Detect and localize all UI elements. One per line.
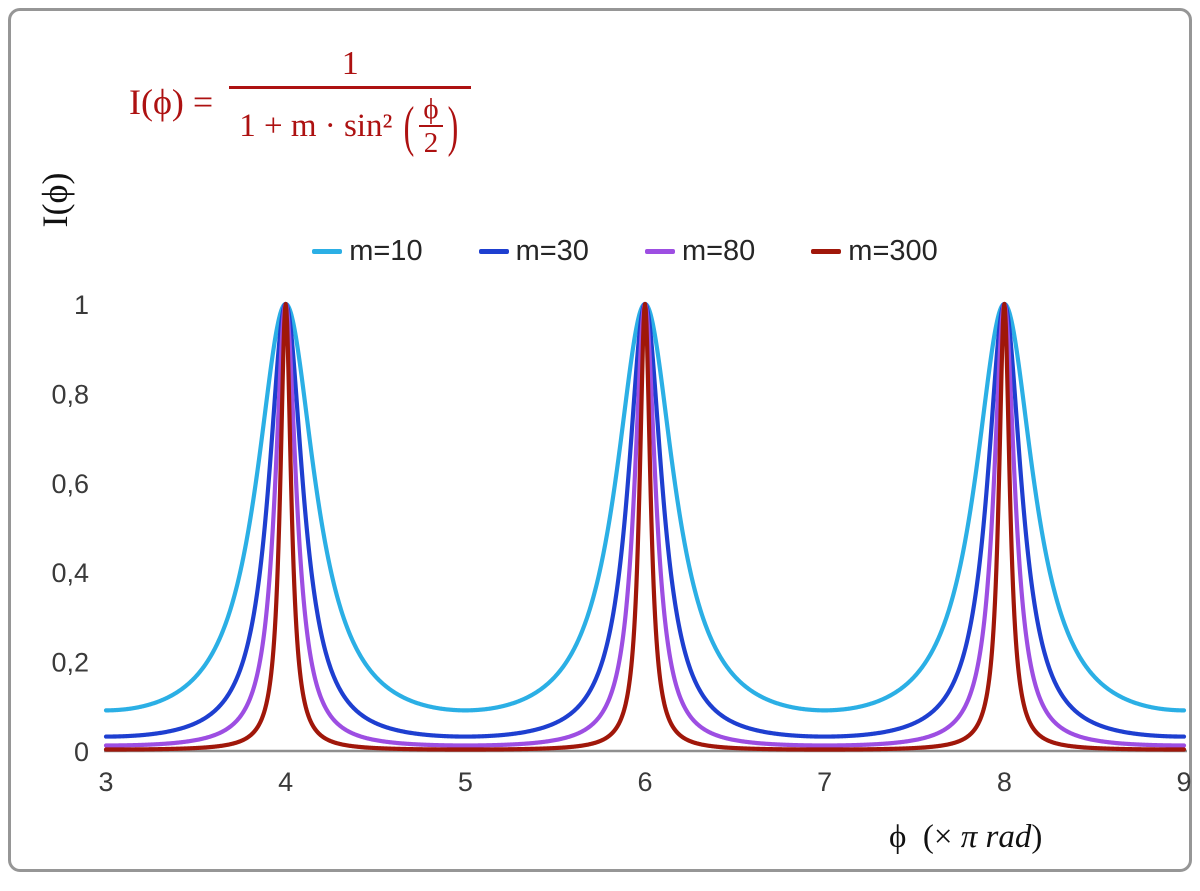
curve-m=300 [106,304,1184,750]
y-tick-label: 0,6 [51,469,89,499]
x-tick-label: 3 [98,767,113,797]
x-tick-label: 7 [817,767,832,797]
x-tick-label: 6 [637,767,652,797]
y-tick-label: 0,2 [51,648,89,678]
plot-area: 3 4 5 6 7 8 9 0 0,2 0,4 0,6 0,8 1 [11,11,1200,891]
x-axis-title-unit: π rad [961,819,1032,855]
x-axis-title-close: ) [1031,819,1042,855]
y-tick-label: 0 [74,737,89,767]
x-axis-title-phi: ϕ (× [889,819,961,855]
x-tick-label: 4 [278,767,293,797]
y-tick-label: 1 [74,290,89,320]
curve-m=30 [106,304,1184,737]
y-tick-label: 0,4 [51,558,89,588]
y-tick-label: 0,8 [51,379,89,409]
x-tick-label: 9 [1176,767,1191,797]
curve-m=80 [106,304,1184,745]
x-tick-label: 5 [458,767,473,797]
x-axis-title: ϕ (× π rad) [889,819,1042,856]
x-tick-label: 8 [997,767,1012,797]
